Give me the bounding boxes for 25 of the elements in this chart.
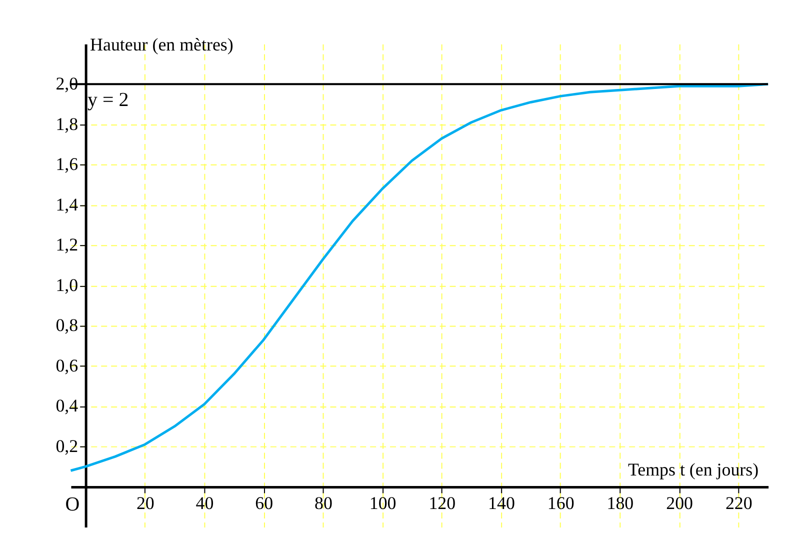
x-tick-label: 140 bbox=[488, 493, 515, 514]
x-tick-label: 180 bbox=[606, 493, 634, 514]
y-axis-title: Hauteur (en mètres) bbox=[90, 34, 234, 54]
x-tick-label: 20 bbox=[136, 493, 154, 514]
y-tick-label: 0,2 bbox=[56, 436, 78, 456]
x-tick-label: 100 bbox=[369, 493, 396, 514]
y-tick-label: 1,2 bbox=[56, 234, 78, 255]
x-tick-label: 80 bbox=[314, 493, 332, 514]
x-tick-label: 200 bbox=[666, 493, 694, 514]
x-tick-label: 220 bbox=[725, 493, 752, 514]
y-tick-label: 0,6 bbox=[56, 355, 78, 376]
x-axis-title: Temps t (en jours) bbox=[628, 459, 759, 480]
y-tick-label: 0,4 bbox=[56, 396, 78, 416]
y-tick-label: 1,0 bbox=[56, 274, 78, 295]
y-tick-label: 2,0 bbox=[56, 74, 78, 94]
y-tick-label: 0,8 bbox=[56, 315, 78, 336]
x-tick-label: 120 bbox=[428, 493, 456, 514]
annotation: O bbox=[65, 494, 80, 516]
x-tick-label: 40 bbox=[196, 493, 214, 514]
y-tick-label: 1,6 bbox=[56, 154, 78, 174]
y-tick-label: 1,4 bbox=[56, 194, 78, 214]
y-tick-label: 1,8 bbox=[56, 114, 78, 134]
x-tick-label: 160 bbox=[547, 493, 574, 514]
x-tick-label: 60 bbox=[255, 493, 274, 514]
ref-line-label: y = 2 bbox=[88, 89, 129, 112]
